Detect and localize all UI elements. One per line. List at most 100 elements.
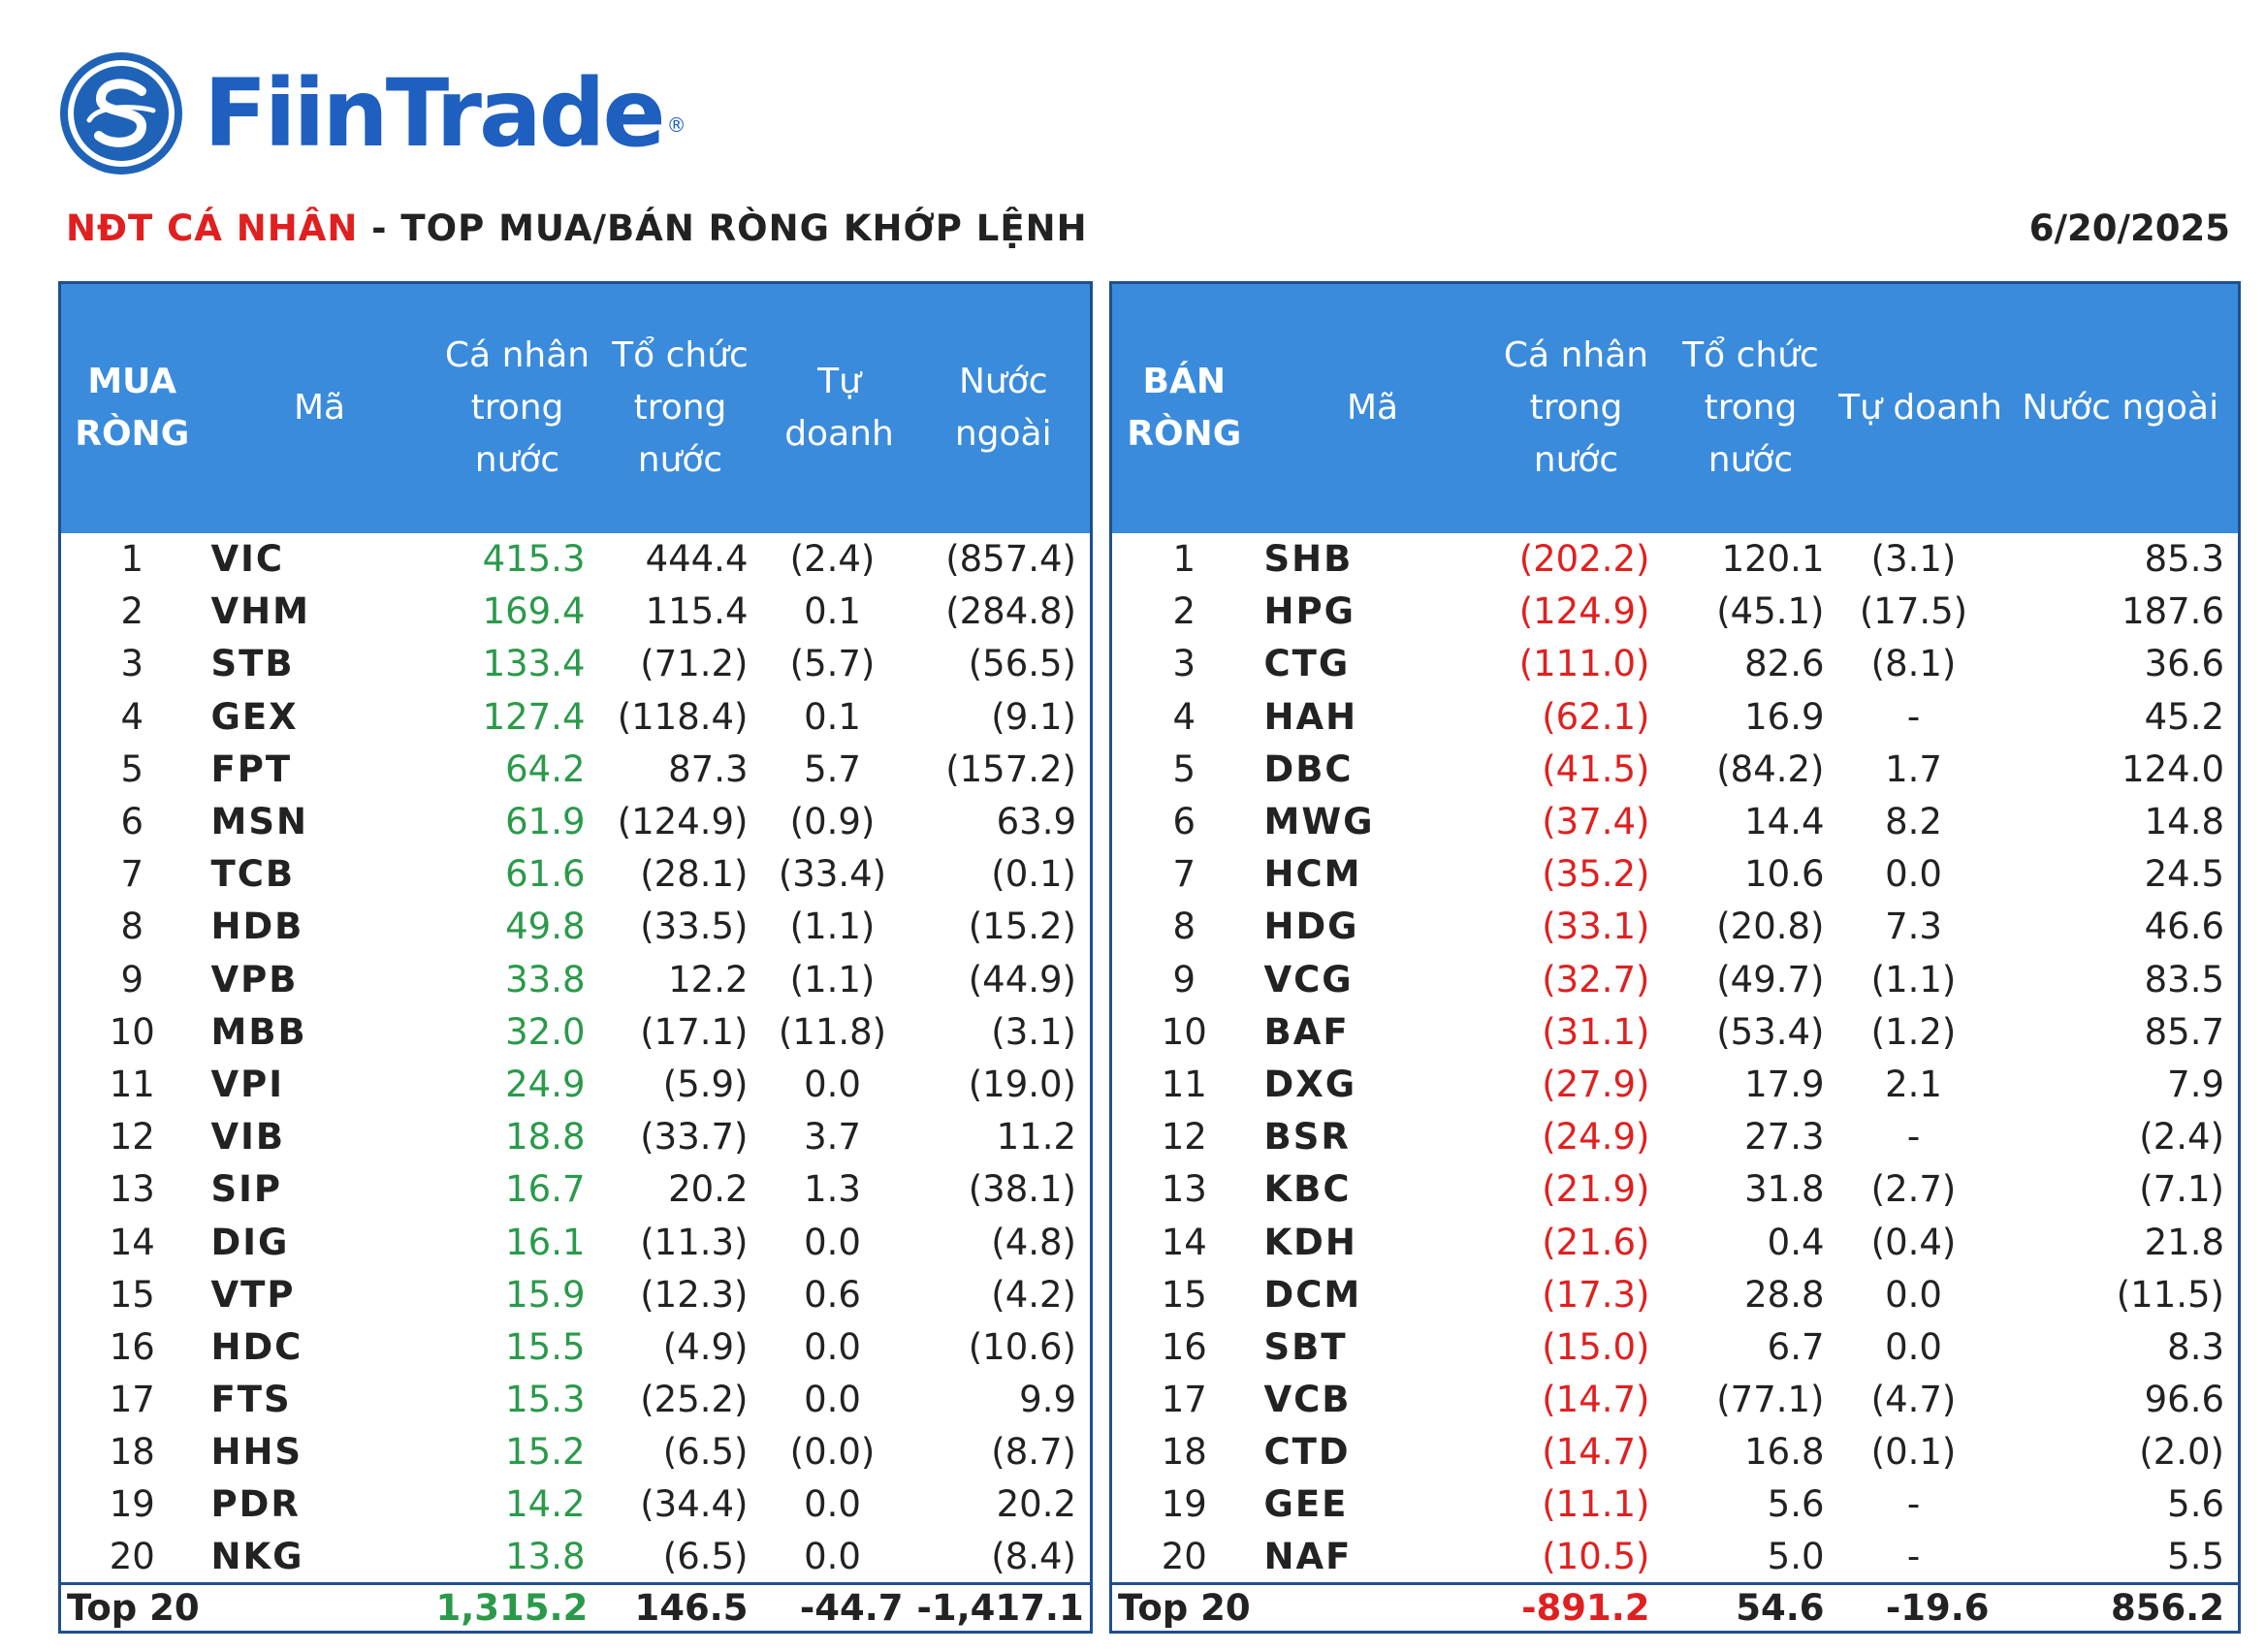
foreign-cell: 5.6 xyxy=(2167,1483,2224,1526)
code-cell: DBC xyxy=(1263,747,1354,790)
rank-cell: 16 xyxy=(1161,1325,1207,1368)
table-total-row: Top 20 1,315.2 146.5 -44.7 -1,417.1 xyxy=(59,1581,1092,1633)
foreign-cell: (15.2) xyxy=(968,905,1076,948)
institution-cell: (71.2) xyxy=(640,643,749,685)
table-row: 12 BSR (24.9) 27.3 - (2.4) xyxy=(1111,1111,2240,1163)
table-row: 3 STB 133.4 (71.2) (5.7) (56.5) xyxy=(60,638,1092,690)
rank-cell: 15 xyxy=(1161,1273,1207,1316)
table-row: 18 HHS 15.2 (6.5) (0.0) (8.7) xyxy=(60,1426,1092,1478)
table-row: 20 NAF (10.5) 5.0 - 5.5 xyxy=(1111,1531,2240,1583)
individual-cell: 61.6 xyxy=(505,853,586,896)
proprietary-cell: (0.0) xyxy=(789,1431,876,1474)
table-row: 15 DCM (17.3) 28.8 0.0 (11.5) xyxy=(1111,1268,2240,1320)
institution-cell: 28.8 xyxy=(1744,1273,1825,1316)
rank-cell: 17 xyxy=(109,1379,155,1421)
code-cell: SHB xyxy=(1263,538,1354,581)
institution-cell: 5.0 xyxy=(1767,1535,1825,1577)
institution-cell: (5.9) xyxy=(662,1063,749,1105)
rank-cell: 4 xyxy=(120,695,144,738)
code-cell: GEX xyxy=(210,695,299,738)
foreign-cell: (56.5) xyxy=(968,643,1076,685)
code-cell: FTS xyxy=(210,1379,292,1421)
institution-cell: (118.4) xyxy=(617,695,749,738)
foreign-cell: (2.4) xyxy=(2139,1116,2224,1159)
individual-cell: 15.3 xyxy=(505,1379,586,1421)
table-row: 3 CTG (111.0) 82.6 (8.1) 36.6 xyxy=(1111,638,2240,690)
institution-cell: (20.8) xyxy=(1716,905,1825,948)
code-cell: CTD xyxy=(1263,1431,1351,1474)
header-rank: BÁN RÒNG xyxy=(1110,282,1257,533)
rank-cell: 2 xyxy=(1172,590,1196,633)
proprietary-cell: (2.7) xyxy=(1870,1168,1957,1211)
table-total-row: Top 20 -891.2 54.6 -19.6 856.2 xyxy=(1110,1581,2240,1633)
total-foreign: 856.2 xyxy=(2002,1581,2240,1633)
institution-cell: 6.7 xyxy=(1767,1325,1825,1368)
individual-cell: 14.2 xyxy=(505,1483,586,1526)
institution-cell: (77.1) xyxy=(1716,1379,1825,1421)
individual-cell: (14.7) xyxy=(1542,1431,1650,1474)
total-individual: -891.2 xyxy=(1488,1581,1664,1633)
code-cell: VPI xyxy=(210,1063,285,1105)
institution-cell: (34.4) xyxy=(640,1483,749,1526)
foreign-cell: 63.9 xyxy=(996,801,1076,843)
foreign-cell: 14.8 xyxy=(2144,801,2224,843)
foreign-cell: (2.0) xyxy=(2139,1431,2224,1474)
foreign-cell: (857.4) xyxy=(945,538,1076,581)
table-header-row: MUA RÒNG Mã Cá nhân trong nước Tổ chức t… xyxy=(59,282,1092,533)
code-cell: VCB xyxy=(1263,1379,1352,1421)
proprietary-cell: 8.2 xyxy=(1885,801,1942,843)
individual-cell: (11.1) xyxy=(1542,1483,1650,1526)
code-cell: VIC xyxy=(210,538,285,581)
code-cell: SBT xyxy=(1263,1325,1348,1368)
code-cell: DXG xyxy=(1263,1063,1357,1105)
proprietary-cell: 0.0 xyxy=(1885,1325,1942,1368)
foreign-cell: (4.8) xyxy=(991,1221,1076,1263)
rank-cell: 6 xyxy=(120,801,144,843)
table-row: 19 GEE (11.1) 5.6 - 5.6 xyxy=(1111,1478,2240,1531)
proprietary-cell: - xyxy=(1906,1483,1921,1526)
institution-cell: (4.9) xyxy=(662,1325,749,1368)
table-row: 1 VIC 415.3 444.4 (2.4) (857.4) xyxy=(60,533,1092,586)
foreign-cell: (11.5) xyxy=(2116,1273,2224,1316)
table-row: 4 GEX 127.4 (118.4) 0.1 (9.1) xyxy=(60,690,1092,743)
foreign-cell: 36.6 xyxy=(2144,643,2224,685)
foreign-cell: (38.1) xyxy=(968,1168,1076,1211)
foreign-cell: (0.1) xyxy=(991,853,1076,896)
code-cell: STB xyxy=(210,643,295,685)
code-cell: HDG xyxy=(1263,905,1359,948)
institution-cell: 16.9 xyxy=(1744,695,1825,738)
table-row: 6 MWG (37.4) 14.4 8.2 14.8 xyxy=(1111,795,2240,847)
institution-cell: (124.9) xyxy=(617,801,749,843)
individual-cell: (24.9) xyxy=(1542,1116,1650,1159)
individual-cell: 61.9 xyxy=(505,801,586,843)
proprietary-cell: (33.4) xyxy=(778,853,887,896)
individual-cell: 49.8 xyxy=(505,905,586,948)
proprietary-cell: 1.7 xyxy=(1885,747,1942,790)
table-row: 19 PDR 14.2 (34.4) 0.0 20.2 xyxy=(60,1478,1092,1531)
table-row: 11 DXG (27.9) 17.9 2.1 7.9 xyxy=(1111,1058,2240,1110)
individual-cell: 127.4 xyxy=(482,695,586,738)
foreign-cell: (4.2) xyxy=(991,1273,1076,1316)
rank-cell: 1 xyxy=(1172,538,1196,581)
rank-cell: 4 xyxy=(1172,695,1196,738)
proprietary-cell: 0.1 xyxy=(804,590,861,633)
individual-cell: 64.2 xyxy=(505,747,586,790)
code-cell: VCG xyxy=(1263,958,1354,1001)
total-label: Top 20 xyxy=(1110,1581,1489,1633)
table-row: 6 MSN 61.9 (124.9) (0.9) 63.9 xyxy=(60,795,1092,847)
fiintrade-logo-icon xyxy=(60,52,182,175)
code-cell: VHM xyxy=(210,590,310,633)
institution-cell: 31.8 xyxy=(1744,1168,1825,1211)
code-cell: GEE xyxy=(1263,1483,1349,1526)
proprietary-cell: (1.1) xyxy=(1870,958,1957,1001)
foreign-cell: 96.6 xyxy=(2144,1379,2224,1421)
proprietary-cell: 0.0 xyxy=(804,1221,861,1263)
proprietary-cell: 0.0 xyxy=(1885,853,1942,896)
table-row: 10 MBB 32.0 (17.1) (11.8) (3.1) xyxy=(60,1005,1092,1058)
institution-cell: 20.2 xyxy=(668,1168,749,1211)
header-individual: Cá nhân trong nước xyxy=(435,282,599,533)
title-investor-type: NĐT CÁ NHÂN xyxy=(66,207,359,249)
rank-cell: 9 xyxy=(1172,958,1196,1001)
code-cell: VTP xyxy=(210,1273,296,1316)
institution-cell: (49.7) xyxy=(1716,958,1825,1001)
